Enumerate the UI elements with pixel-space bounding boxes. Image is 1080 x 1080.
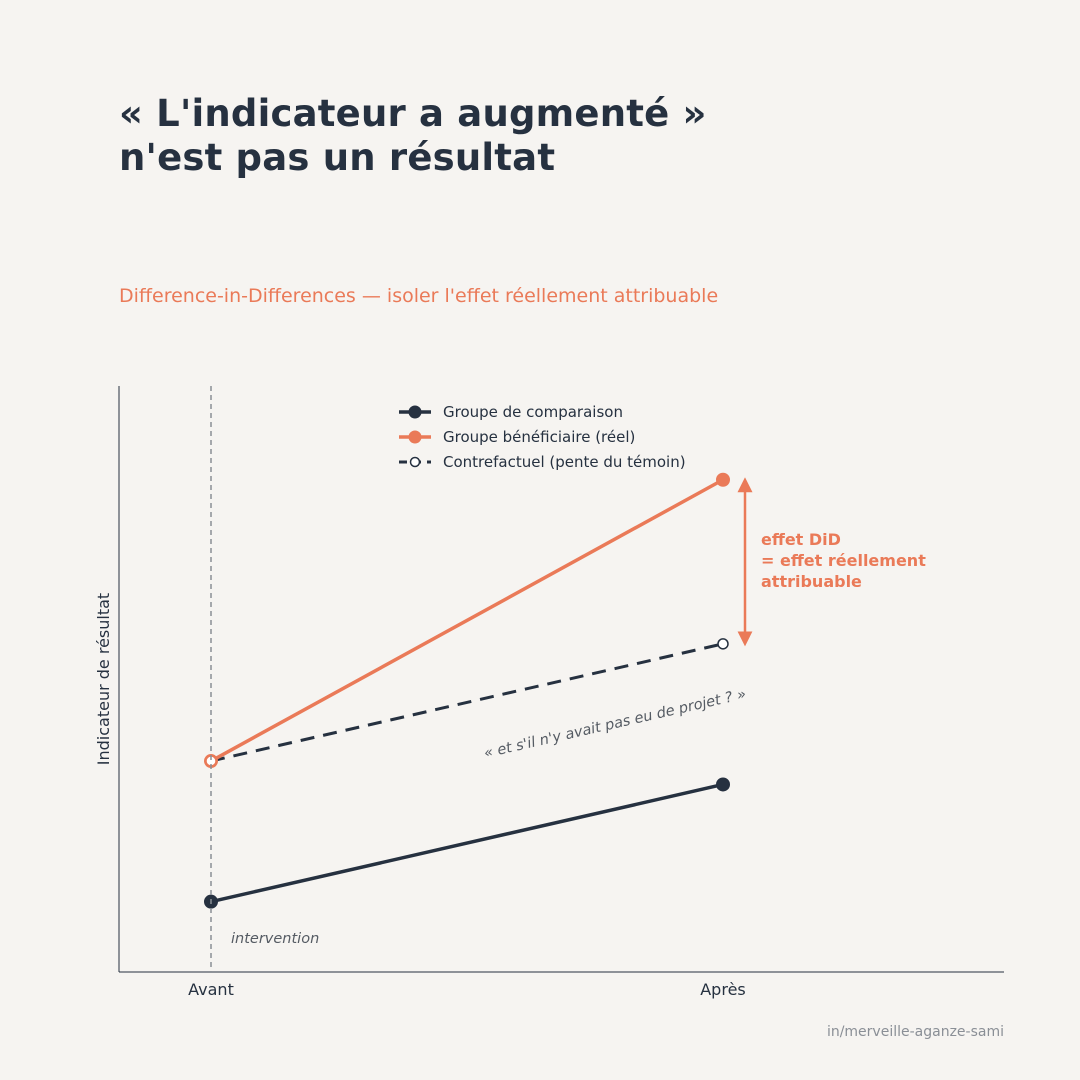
legend-label: Contrefactuel (pente du témoin)	[443, 453, 686, 471]
data-point-0-1	[716, 777, 730, 792]
effect-label-line: attribuable	[761, 572, 862, 591]
intervention-label: intervention	[231, 931, 319, 947]
author-credit: in/merveille-aganze-sami	[826, 1024, 1004, 1040]
legend-label: Groupe de comparaison	[443, 403, 623, 421]
series-line-2	[210, 642, 724, 763]
data-point-2-1	[717, 638, 729, 650]
data-point-1-1	[716, 472, 730, 487]
series-line-0	[209, 782, 725, 904]
chart-subtitle: Difference-in-Differences — isoler l'eff…	[119, 285, 719, 307]
legend-swatch-marker-1	[408, 430, 422, 444]
y-axis-label: Indicateur de résultat	[94, 593, 113, 765]
x-tick-label: Avant	[188, 980, 234, 999]
counterfactual-note: « et s'il n'y avait pas eu de projet ? »	[483, 686, 748, 761]
legend-label: Groupe bénéficiaire (réel)	[443, 428, 635, 446]
legend-swatch-marker-0	[408, 405, 422, 419]
legend-swatch-marker-2	[409, 456, 421, 468]
series-line-1	[209, 478, 725, 763]
title-line-1: « L'indicateur a augmenté »	[119, 92, 707, 135]
title-line-2: n'est pas un résultat	[119, 136, 556, 179]
x-tick-label: Après	[700, 980, 746, 999]
page-title: « L'indicateur a augmenté » n'est pas un…	[119, 92, 707, 180]
effect-label-line: effet DiD	[761, 530, 841, 549]
effect-label-line: = effet réellement	[761, 551, 926, 570]
